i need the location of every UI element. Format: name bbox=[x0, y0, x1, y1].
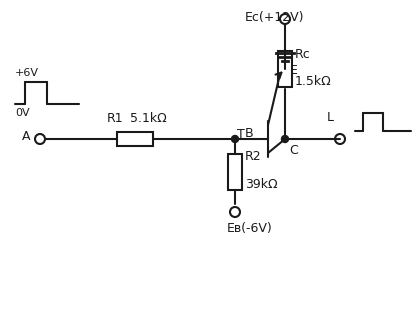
Text: 0V: 0V bbox=[15, 108, 30, 118]
Text: 1.5kΩ: 1.5kΩ bbox=[295, 75, 332, 88]
Circle shape bbox=[230, 207, 240, 217]
Text: R1: R1 bbox=[107, 112, 123, 125]
Text: +6V: +6V bbox=[15, 68, 39, 78]
Text: A: A bbox=[22, 131, 30, 144]
Bar bbox=[278, 51, 292, 87]
Text: 5.1kΩ: 5.1kΩ bbox=[130, 112, 167, 125]
Bar bbox=[117, 132, 153, 146]
Circle shape bbox=[281, 135, 289, 143]
Circle shape bbox=[335, 134, 345, 144]
Text: Rc: Rc bbox=[295, 48, 311, 61]
Text: T: T bbox=[237, 128, 245, 141]
Text: Eʙ(-6V): Eʙ(-6V) bbox=[227, 222, 273, 235]
Circle shape bbox=[231, 135, 239, 143]
Text: L: L bbox=[327, 111, 334, 124]
Text: E: E bbox=[290, 64, 298, 77]
Text: Ec(+12V): Ec(+12V) bbox=[245, 10, 304, 24]
Bar bbox=[228, 154, 242, 190]
Text: R2: R2 bbox=[245, 151, 261, 164]
Text: 39kΩ: 39kΩ bbox=[245, 178, 278, 191]
Text: B: B bbox=[245, 127, 254, 140]
Circle shape bbox=[280, 14, 290, 24]
Text: C: C bbox=[289, 144, 298, 157]
Circle shape bbox=[35, 134, 45, 144]
